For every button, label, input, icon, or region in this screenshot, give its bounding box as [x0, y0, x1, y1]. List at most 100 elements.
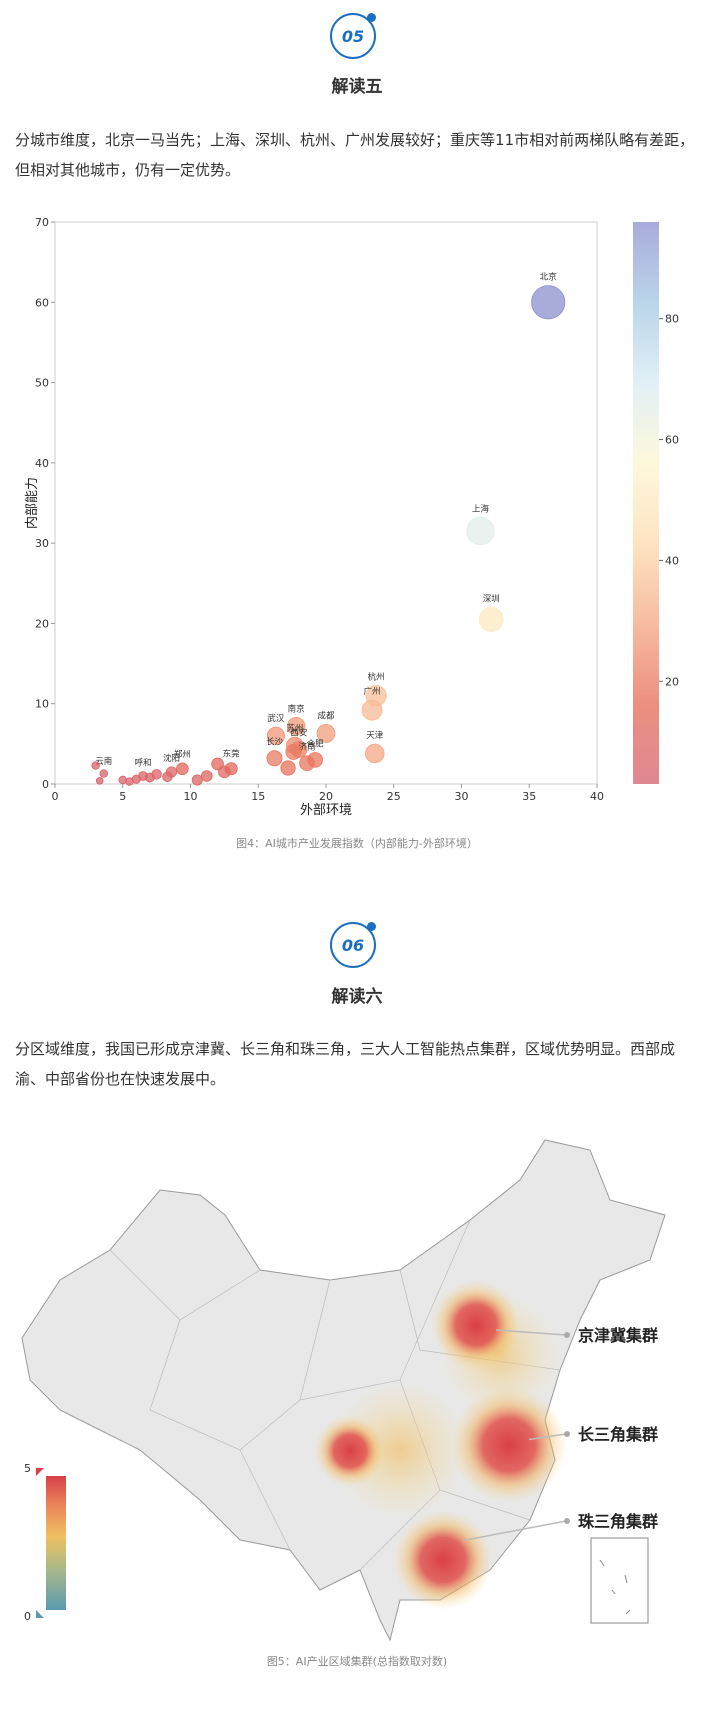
bubble: [316, 724, 336, 743]
map-legend-tick: [36, 1610, 44, 1618]
section-heading: 解读五: [331, 77, 383, 97]
y-tick-label: 20: [35, 617, 49, 630]
point-label: 北京: [540, 272, 557, 283]
map-legend-bar: [46, 1476, 66, 1610]
figure-caption: 图4：AI城市产业发展指数（内部能力-外部环境）: [236, 837, 478, 850]
point-label: 上海: [472, 503, 490, 514]
y-tick-label: 70: [35, 216, 49, 229]
bubble: [176, 762, 189, 776]
point-label: 天津: [366, 730, 384, 741]
x-tick-label: 5: [119, 790, 126, 803]
bubble: [118, 775, 127, 785]
bubble: [365, 743, 385, 764]
bubble: [95, 776, 104, 785]
section-badge: 06: [330, 922, 376, 968]
point-label: 广州: [364, 686, 381, 697]
leader-dot: [564, 1518, 570, 1524]
map-hotspot: [314, 1415, 386, 1487]
map-legend-label: 0: [24, 1610, 31, 1623]
y-tick-label: 60: [35, 296, 49, 309]
bubble: [218, 765, 231, 779]
bubble: [361, 699, 383, 721]
colorbar-tick-label: 60: [665, 434, 679, 447]
x-tick-label: 30: [455, 790, 469, 803]
x-tick-label: 35: [522, 790, 536, 803]
leader-dot: [564, 1431, 570, 1437]
leader-line: [495, 1329, 567, 1336]
cluster-label: 京津冀集群: [578, 1326, 658, 1345]
x-tick-label: 0: [52, 790, 59, 803]
x-tick-label: 10: [184, 790, 198, 803]
point-label: 合肥: [307, 739, 325, 750]
bubble: [266, 750, 283, 767]
bubble: [478, 606, 504, 632]
map-legend-label: 5: [24, 1462, 31, 1475]
y-tick-label: 50: [35, 377, 49, 390]
map-hotspot: [451, 1387, 567, 1503]
bubble: [531, 285, 566, 320]
bubble: [211, 757, 224, 771]
colorbar-tick-label: 20: [665, 675, 679, 688]
map-hotspot: [330, 1380, 470, 1520]
bubble: [280, 760, 296, 776]
bubble: [91, 761, 100, 770]
section-heading: 解读六: [331, 987, 383, 1007]
bubble: [285, 743, 302, 760]
paragraph: 分区域维度，我国已形成京津冀、长三角和珠三角，三大人工智能热点集群，区域优势明显…: [15, 1040, 676, 1088]
y-tick-label: 40: [35, 457, 49, 470]
leader-line: [462, 1520, 567, 1542]
point-label: 沈阳: [163, 753, 180, 764]
x-tick-label: 25: [387, 790, 401, 803]
scatter-chart: 0 5 10 15 20 25 30 35 40 0 10 20 30 40 50 60 70 外部环境 内部能力 2…: [24, 216, 679, 818]
bubble: [131, 774, 141, 784]
point-label: 武汉: [267, 713, 285, 724]
bubble: [286, 716, 306, 736]
x-axis-label: 外部环境: [300, 803, 352, 818]
point-label: 长沙: [266, 737, 284, 748]
figure-caption: 图5：AI产业区域集群(总指数取对数): [266, 1655, 448, 1668]
x-tick-label: 20: [319, 790, 333, 803]
point-label: 呼和: [135, 757, 152, 768]
section-badge: 05: [330, 13, 376, 59]
colorbar-tick-label: 80: [665, 313, 679, 326]
point-label: 云南: [95, 756, 112, 767]
point-label: 郑州: [174, 749, 191, 760]
bubble: [151, 769, 162, 780]
x-tick-label: 40: [590, 790, 604, 803]
colorbar-tick-label: 40: [665, 554, 679, 567]
bubble: [466, 516, 495, 546]
cluster-label: 长三角集群: [578, 1425, 658, 1444]
cluster-label: 珠三角集群: [578, 1512, 658, 1531]
map-legend-tick: [36, 1468, 44, 1476]
point-label: 南京: [288, 703, 305, 714]
x-tick-label: 15: [251, 790, 265, 803]
bubble: [307, 752, 323, 768]
bubble: [162, 771, 173, 782]
point-label: 西安: [290, 728, 307, 739]
paragraph: 分城市维度，北京一马当先；上海、深圳、杭州、广州发展较好；重庆等11市相对前两梯…: [15, 131, 695, 179]
map-hotspot: [393, 1510, 493, 1610]
y-tick-label: 30: [35, 537, 49, 550]
map-outline: [21, 1139, 666, 1642]
point-label: 苏州: [286, 723, 303, 734]
bubble: [191, 774, 203, 786]
y-tick-label: 0: [42, 778, 49, 791]
map-hotspot: [431, 1280, 521, 1370]
bubble: [200, 770, 213, 782]
point-label: 深圳: [483, 593, 500, 604]
point-label: 杭州: [368, 671, 385, 682]
bubble: [266, 726, 285, 745]
y-axis-label: 内部能力: [24, 477, 40, 529]
leader-dot: [564, 1332, 570, 1338]
bubble: [99, 769, 108, 778]
leader-line: [528, 1433, 567, 1441]
map-inset: [590, 1537, 649, 1624]
point-label: 成都: [317, 710, 335, 721]
map-inset-islands: [599, 1559, 631, 1615]
colorbar: [633, 222, 659, 784]
y-tick-label: 10: [35, 698, 49, 711]
plot-area: [54, 221, 598, 785]
point-label: 济南: [299, 742, 316, 753]
